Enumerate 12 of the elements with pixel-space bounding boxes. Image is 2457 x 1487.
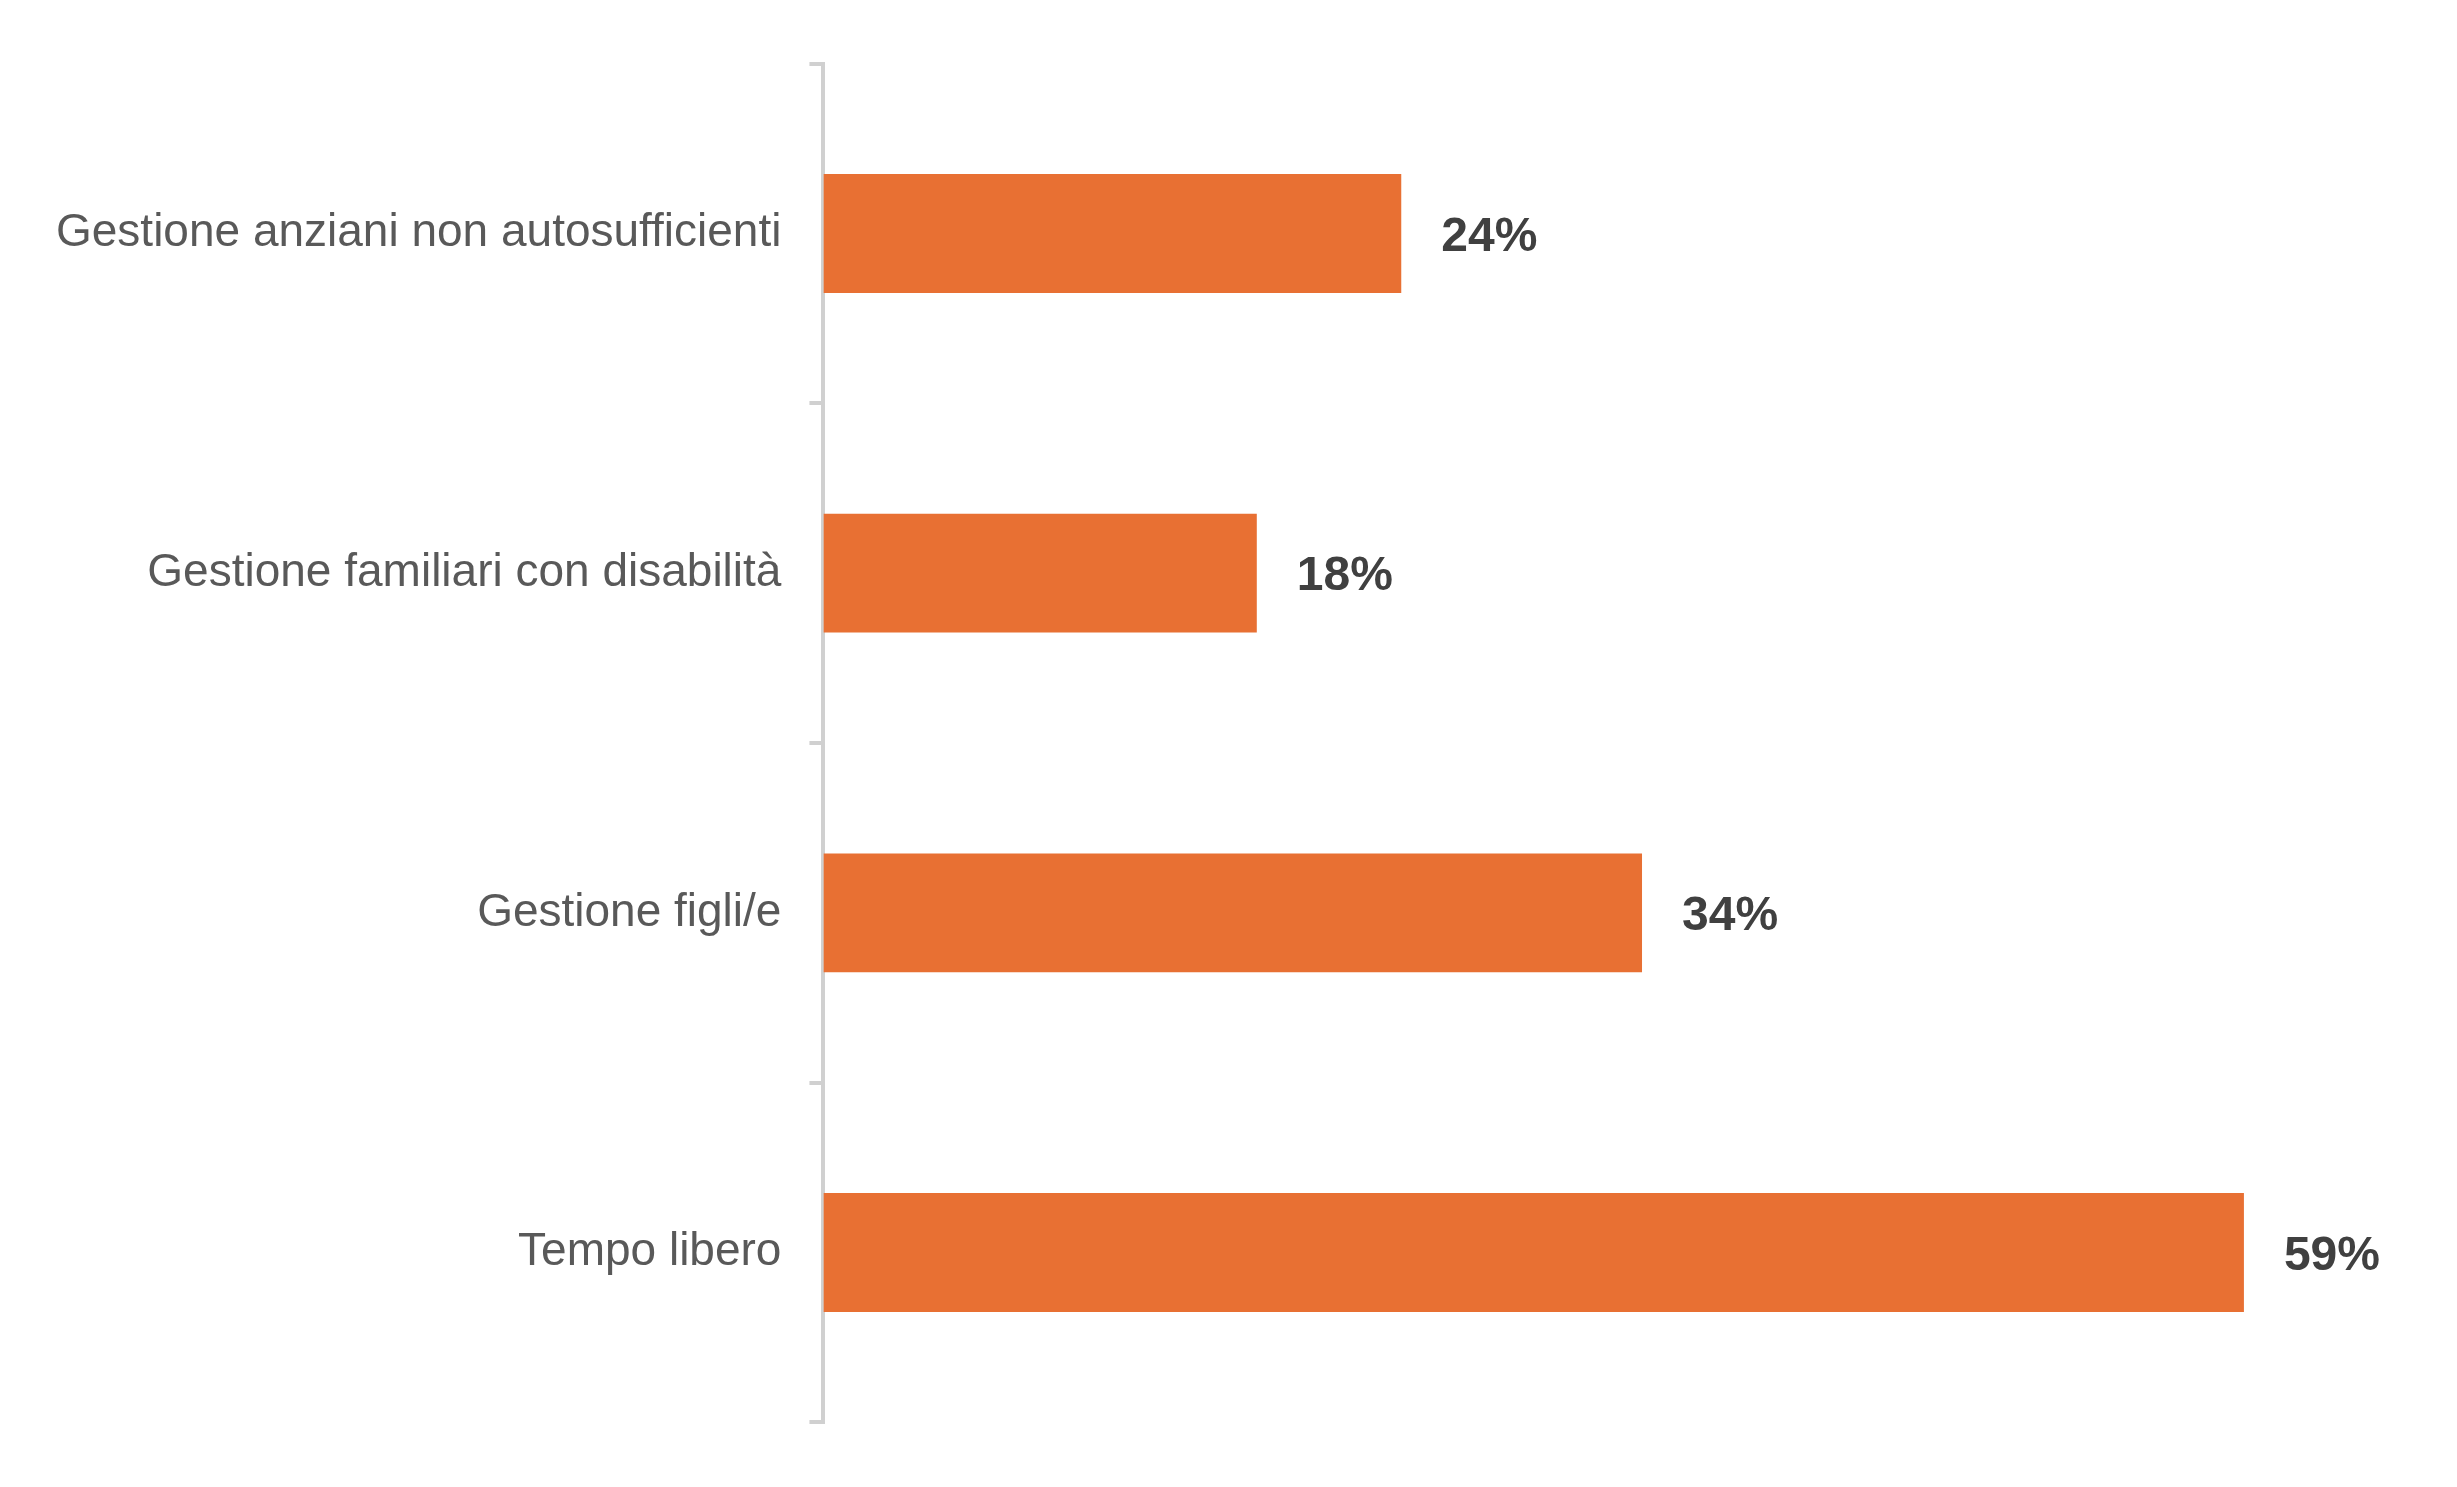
data-label: 24% [1441,207,1538,261]
bar [823,513,1257,633]
bar [823,174,1402,293]
y-tick-label: Gestione figli/e [477,883,782,936]
y-tick-label: Gestione familiari con disabilità [147,543,782,596]
data-label: 18% [1296,547,1393,601]
bar [823,1193,2244,1312]
data-label: 34% [1682,887,1779,941]
bar [823,853,1643,973]
data-label: 59% [2283,1226,2380,1280]
y-tick-label: Gestione anziani non autosufficienti [56,204,782,257]
y-tick-label: Tempo libero [518,1223,782,1276]
